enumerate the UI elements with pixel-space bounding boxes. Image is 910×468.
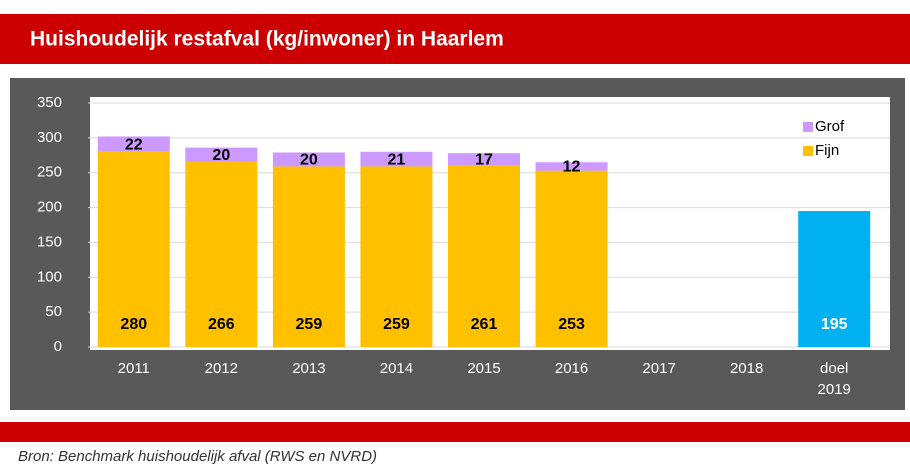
target-bar [798,211,871,347]
data-label: 17 [475,151,493,168]
data-label: 20 [212,147,230,164]
data-label: 21 [388,151,406,168]
bar-segment [360,166,433,347]
x-tick-label: 2016 [555,360,588,377]
bar-segment [535,162,608,171]
x-tick-label: 2013 [292,360,325,377]
data-label: 22 [125,136,143,153]
bar-segment [535,170,608,347]
bar-segment [448,165,520,347]
x-tick-label: 2018 [730,360,763,377]
y-tick-label: 100 [37,268,62,285]
data-label: 261 [471,316,498,333]
legend-swatch [803,146,813,156]
x-tick-label: 2011 [118,360,150,377]
data-label: 20 [300,152,318,169]
data-label: 280 [120,316,147,333]
data-label: 266 [208,316,235,333]
data-label: 12 [563,159,581,176]
y-tick-label: 200 [37,199,62,216]
bar-segment [97,151,170,347]
x-tick-label: 2015 [467,360,500,377]
legend-swatch [803,122,813,132]
y-tick-label: 50 [45,303,62,320]
y-tick-label: 300 [37,129,62,146]
data-label: 253 [558,316,585,333]
header-band [0,14,910,64]
y-tick-label: 0 [54,338,62,355]
x-tick-label: 2017 [642,360,675,377]
legend-label: Grof [815,118,845,135]
bar-segment [272,152,345,167]
bar-segment [360,151,433,167]
bar-segment [272,166,345,347]
bar-segment [185,147,258,162]
legend-label: Fijn [815,142,839,159]
x-tick-label: 2012 [205,360,238,377]
bar-segment [97,136,170,152]
x-tick-label: doel 2019 [818,360,851,398]
bar-segment [448,153,520,166]
y-tick-label: 150 [37,233,62,250]
y-tick-label: 250 [37,164,62,181]
chart-title: Huishoudelijk restafval (kg/inwoner) in … [30,28,504,51]
bar-segment [185,161,258,347]
data-label: 259 [296,316,323,333]
x-tick-label: 2014 [380,360,413,377]
data-label: 195 [821,316,848,333]
y-tick-label: 350 [37,94,62,111]
source-note: Bron: Benchmark huishoudelijk afval (RWS… [18,448,377,465]
data-label: 259 [383,316,410,333]
footer-band [0,422,910,442]
